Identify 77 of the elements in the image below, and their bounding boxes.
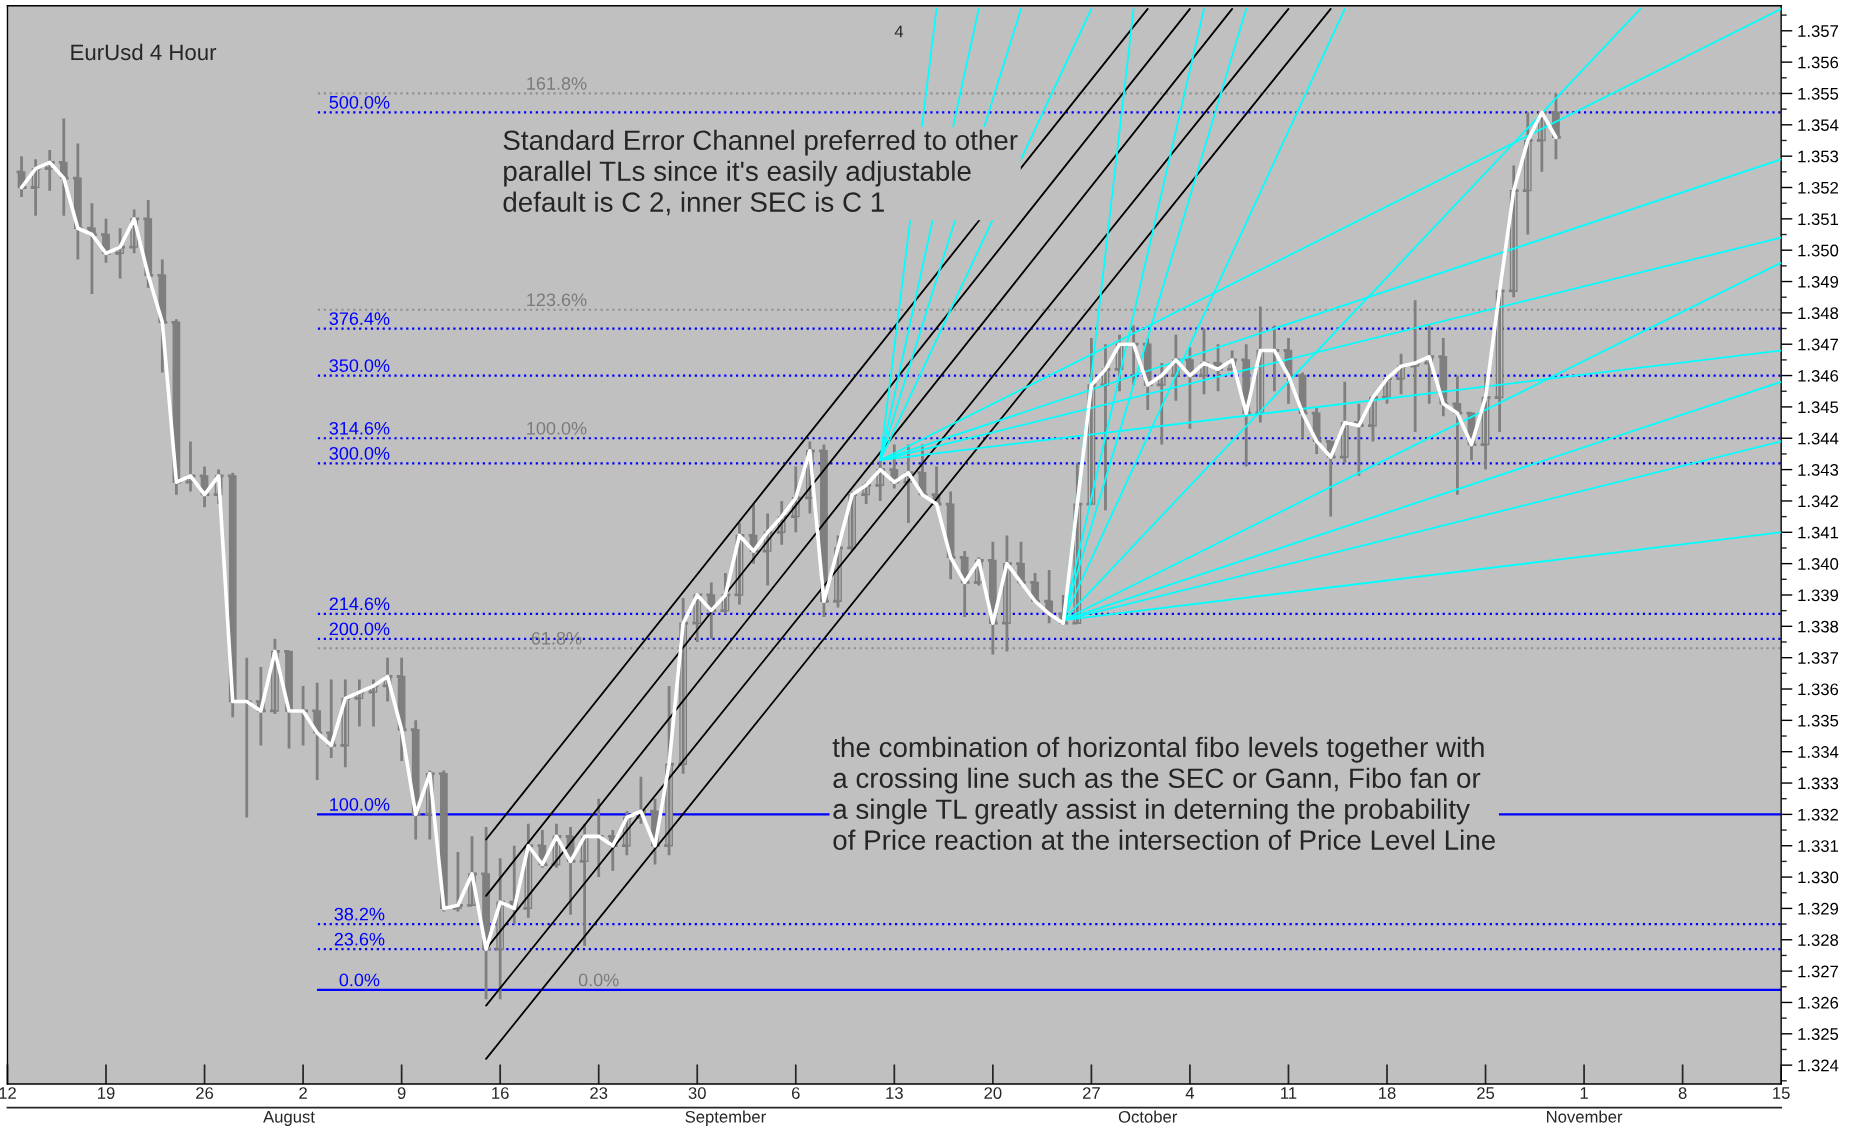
- y-tick-label: 1.336: [1798, 683, 1839, 696]
- y-tick-label: 1.354: [1798, 119, 1839, 132]
- annotation: 200.0%: [329, 622, 390, 636]
- x-tick-label: 1: [1580, 1087, 1588, 1099]
- x-tick-label: 11: [1281, 1087, 1297, 1099]
- x-tick-label: 15: [1773, 1087, 1790, 1099]
- x-tick-label: 25: [1477, 1087, 1495, 1099]
- x-tick-label: 4: [1185, 1087, 1195, 1099]
- x-tick-label: 20: [984, 1087, 1002, 1099]
- x-tick-label: 27: [1082, 1087, 1100, 1099]
- text: EurUsd 4 Hour: [71, 43, 217, 61]
- y-tick-label: 1.326: [1798, 996, 1839, 1009]
- x-tick-label: 12: [0, 1087, 16, 1099]
- annotation: Standard Error Channel preferred to other parallel TLs since it's easily adjustable default is C 2, inner SEC is C 1: [503, 129, 1018, 216]
- y-tick-label: 1.355: [1798, 87, 1839, 100]
- x2-tick-label: October: [1118, 1110, 1178, 1123]
- annotation: 23.6%: [334, 932, 385, 946]
- y-tick-label: 1.344: [1798, 432, 1839, 445]
- x-tick-label: 30: [688, 1087, 706, 1099]
- y-tick-label: 1.325: [1798, 1028, 1839, 1040]
- y-tick-label: 1.324: [1798, 1059, 1839, 1072]
- y-tick-label: 1.327: [1798, 965, 1838, 978]
- annotation: 100.0%: [330, 798, 390, 811]
- x-tick-label: 19: [98, 1087, 115, 1099]
- y-tick-label: 1.338: [1798, 620, 1839, 633]
- y-tick-label: 1.329: [1798, 902, 1839, 915]
- x-tick-label: 23: [590, 1087, 608, 1099]
- y-tick-label: 1.332: [1798, 808, 1838, 821]
- y-tick-label: 1.352: [1798, 181, 1838, 194]
- annotation: 214.6%: [329, 597, 390, 611]
- annotation: 61.8%: [531, 631, 582, 645]
- y-tick-label: 1.330: [1798, 871, 1839, 884]
- annotation: 0.0%: [339, 973, 380, 987]
- x-tick-label: 9: [397, 1087, 406, 1099]
- y-tick-label: 1.353: [1798, 150, 1839, 163]
- x2-tick-label: August: [263, 1111, 315, 1126]
- y-tick-label: 1.342: [1798, 495, 1838, 508]
- annotation: 300.0%: [329, 446, 390, 460]
- annotation: 376.4%: [329, 312, 390, 325]
- y-tick-label: 1.328: [1798, 934, 1839, 946]
- x-tick-label: 26: [196, 1087, 214, 1099]
- y-tick-label: 1.341: [1798, 526, 1839, 539]
- annotation: 123.6%: [527, 293, 587, 307]
- x2-tick-label: September: [685, 1110, 766, 1126]
- y-tick-label: 1.348: [1798, 307, 1839, 320]
- y-tick-label: 1.347: [1798, 338, 1838, 351]
- x-tick-label: 2: [299, 1087, 307, 1099]
- x-tick-label: 16: [492, 1087, 509, 1099]
- y-tick-label: 1.351: [1798, 213, 1839, 226]
- y-tick-label: 1.333: [1798, 777, 1839, 790]
- x-tick-label: 13: [886, 1087, 903, 1099]
- y-tick-label: 1.349: [1798, 275, 1839, 288]
- y-tick-label: 1.357: [1798, 25, 1838, 37]
- y-tick-label: 1.340: [1798, 558, 1839, 570]
- y-tick-label: 1.335: [1798, 714, 1839, 727]
- x2-tick-label: November: [1547, 1110, 1623, 1123]
- y-tick-label: 1.356: [1798, 56, 1839, 69]
- annotation: 4: [894, 25, 904, 38]
- y-tick-label: 1.346: [1798, 369, 1839, 382]
- annotation: 350.0%: [329, 359, 390, 372]
- x-tick-label: 8: [1678, 1087, 1687, 1099]
- y-tick-label: 1.350: [1798, 244, 1839, 257]
- annotation: 314.6%: [329, 421, 390, 435]
- annotation: 38.2%: [334, 907, 385, 921]
- y-tick-label: 1.334: [1798, 746, 1839, 758]
- y-tick-label: 1.343: [1798, 464, 1839, 476]
- annotation: 100.0%: [527, 421, 587, 435]
- annotation: 161.8%: [527, 77, 587, 90]
- annotation: the combination of horizontal fibo levels together with a crossing line such as the SEC or Gann, Fibo fan or a single TL greatly assist in deterning the probability of Price reaction at the intersection of Price Level Line: [832, 736, 1495, 850]
- annotation: 500.0%: [329, 95, 390, 109]
- x-tick-label: 6: [791, 1087, 800, 1099]
- y-tick-label: 1.339: [1798, 589, 1839, 602]
- y-tick-label: 1.337: [1798, 652, 1838, 664]
- y-tick-label: 1.331: [1798, 840, 1839, 852]
- x-tick-label: 18: [1379, 1087, 1396, 1099]
- annotation: 0.0%: [578, 973, 619, 987]
- y-tick-label: 1.345: [1798, 401, 1839, 414]
